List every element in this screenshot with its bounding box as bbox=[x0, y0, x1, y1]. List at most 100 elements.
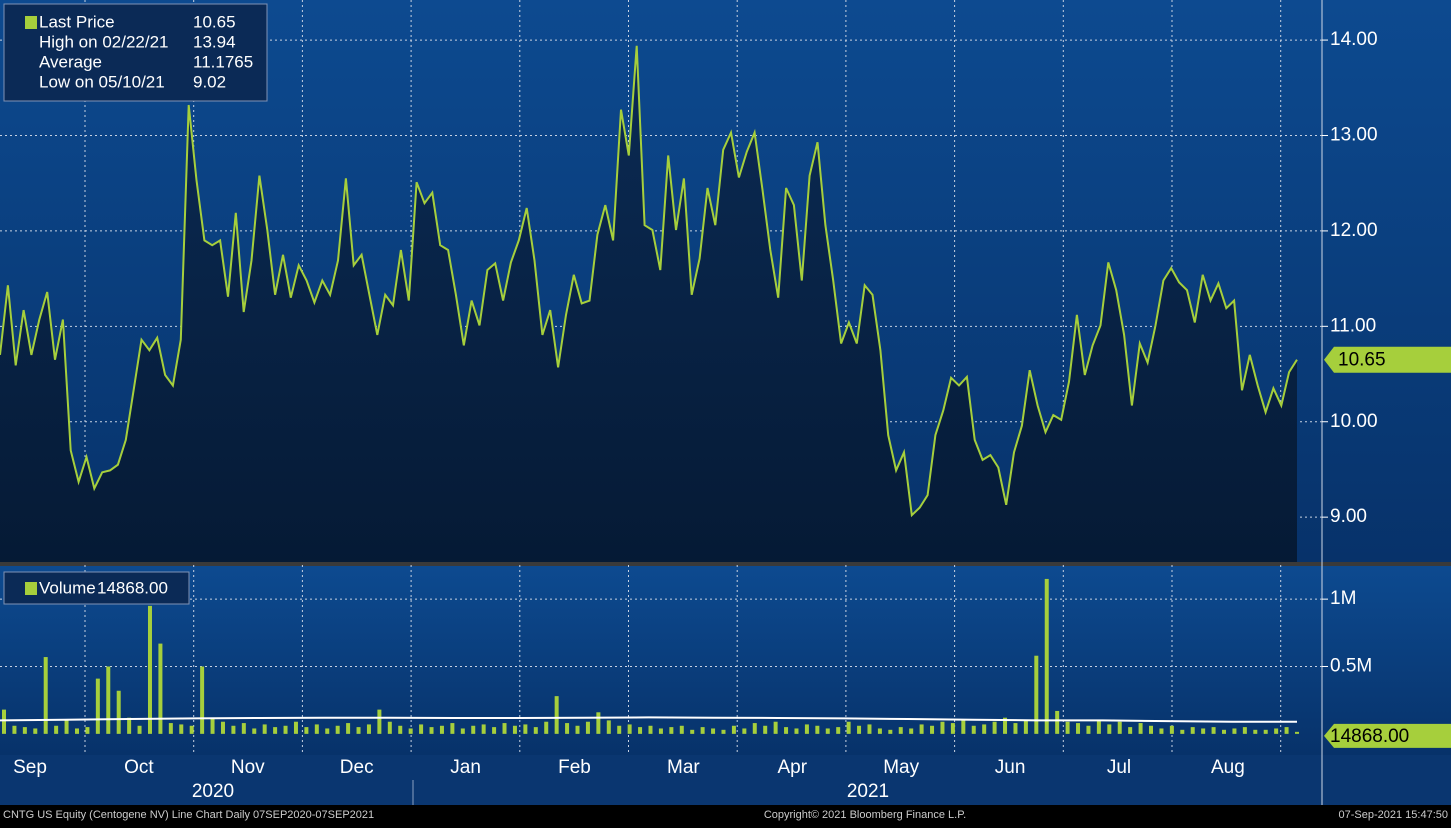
volume-bar bbox=[429, 727, 434, 734]
volume-bar bbox=[575, 725, 580, 734]
volume-bar bbox=[825, 728, 830, 734]
volume-bar bbox=[1076, 723, 1081, 734]
legend: Volume 14868.00 bbox=[3, 571, 190, 605]
volume-bar bbox=[846, 721, 851, 734]
last-volume-tag bbox=[1324, 723, 1451, 748]
y-tick-label: 13.00 bbox=[1330, 125, 1378, 146]
last-volume-label: 14868.00 bbox=[1330, 726, 1409, 747]
volume-bar bbox=[450, 723, 455, 734]
volume-bar bbox=[1128, 727, 1133, 734]
volume-bar bbox=[85, 727, 90, 734]
volume-bar bbox=[325, 728, 330, 734]
last-price-tag bbox=[1324, 346, 1451, 373]
legend-value: 9.02 bbox=[193, 72, 226, 91]
volume-bar bbox=[638, 727, 643, 734]
volume-bar bbox=[43, 657, 48, 734]
volume-bar bbox=[356, 727, 361, 734]
volume-bar bbox=[1295, 731, 1299, 734]
volume-bar bbox=[836, 727, 841, 734]
x-tick-label: Dec bbox=[340, 757, 374, 778]
divider bbox=[0, 562, 1451, 566]
volume-bar bbox=[950, 723, 955, 734]
volume-bar bbox=[888, 729, 893, 734]
y-tick-label: 14.00 bbox=[1330, 29, 1378, 50]
legend-label: Average bbox=[39, 52, 102, 71]
legend-label: High on 02/22/21 bbox=[39, 32, 169, 51]
x-tick-label: Apr bbox=[778, 757, 808, 778]
volume-panel bbox=[0, 566, 1451, 755]
volume-bar bbox=[1055, 710, 1060, 734]
legend-label: Volume bbox=[39, 578, 96, 597]
volume-bar bbox=[408, 728, 413, 734]
volume-bar bbox=[1023, 720, 1028, 734]
volume-bar bbox=[554, 696, 559, 734]
volume-bar bbox=[1107, 724, 1112, 734]
year-label: 2020 bbox=[192, 781, 234, 802]
volume-bar bbox=[940, 721, 945, 734]
volume-bar bbox=[252, 728, 257, 734]
volume-bar bbox=[857, 725, 862, 734]
volume-bar bbox=[909, 728, 914, 734]
volume-bar bbox=[961, 720, 966, 734]
volume-bar bbox=[179, 724, 184, 734]
volume-bar bbox=[64, 719, 69, 734]
volume-bar bbox=[1013, 723, 1018, 734]
volume-bar bbox=[116, 690, 121, 734]
volume-bar bbox=[54, 725, 59, 734]
volume-bar bbox=[1117, 721, 1122, 734]
volume-bar bbox=[784, 727, 789, 734]
volume-bar bbox=[106, 666, 111, 734]
volume-bar bbox=[460, 728, 465, 734]
volume-bar bbox=[471, 725, 476, 734]
volume-bar bbox=[387, 721, 392, 734]
volume-bar bbox=[502, 723, 507, 734]
plot: Sep Oct Nov Dec Jan Feb Mar Apr May Jun Jul Aug 9.00… bbox=[0, 0, 1451, 778]
y-tick-label: 1M bbox=[1330, 588, 1356, 609]
volume-bar bbox=[12, 725, 17, 734]
y-tick-label: 10.00 bbox=[1330, 411, 1378, 432]
footer bbox=[0, 805, 1451, 823]
volume-bar bbox=[220, 721, 225, 734]
volume-bar bbox=[210, 717, 215, 734]
legend: Last Price 10.65 High on 02/22/21 13.94 Aver… bbox=[3, 3, 268, 102]
x-tick-label: Jan bbox=[450, 757, 481, 778]
volume-bar bbox=[877, 728, 882, 734]
volume-bar bbox=[919, 724, 924, 734]
volume-bar bbox=[346, 723, 351, 734]
volume-bar bbox=[700, 727, 705, 734]
volume-bar bbox=[1159, 728, 1164, 734]
volume-bar bbox=[1274, 728, 1279, 734]
volume-bar bbox=[544, 721, 549, 734]
volume-bar bbox=[867, 724, 872, 734]
legend-label: Low on 05/10/21 bbox=[39, 72, 165, 91]
footer-center: Copyright© 2021 Bloomberg Finance L.P. bbox=[764, 809, 966, 821]
volume-bar bbox=[606, 720, 611, 734]
legend-swatch bbox=[25, 582, 37, 595]
year-label: 2021 bbox=[847, 781, 889, 802]
legend-label: Last Price bbox=[39, 12, 115, 31]
volume-bar bbox=[2, 709, 6, 734]
volume-bar bbox=[273, 727, 278, 734]
x-tick-label: Feb bbox=[558, 757, 591, 778]
volume-bar bbox=[95, 678, 100, 734]
volume-average bbox=[0, 716, 1297, 723]
volume-bar bbox=[22, 727, 27, 734]
volume-bar bbox=[742, 728, 747, 734]
volume-bar bbox=[1284, 727, 1289, 734]
volume-bar bbox=[1086, 725, 1091, 734]
volume-bar bbox=[1149, 725, 1154, 734]
volume-bar bbox=[314, 724, 319, 734]
volume-bar bbox=[1263, 729, 1268, 734]
volume-bar bbox=[721, 729, 726, 734]
x-tick-label: Jun bbox=[995, 757, 1026, 778]
volume-bar bbox=[804, 724, 809, 734]
volume-bar bbox=[1044, 578, 1049, 734]
x-tick-label: Nov bbox=[231, 757, 265, 778]
x-tick-label: Jul bbox=[1107, 757, 1131, 778]
volume-bar bbox=[596, 712, 601, 734]
footer-right: 07-Sep-2021 15:47:50 bbox=[1339, 809, 1448, 821]
volume-bar bbox=[982, 724, 987, 734]
volume-bar bbox=[481, 724, 486, 734]
volume-bar bbox=[971, 725, 976, 734]
